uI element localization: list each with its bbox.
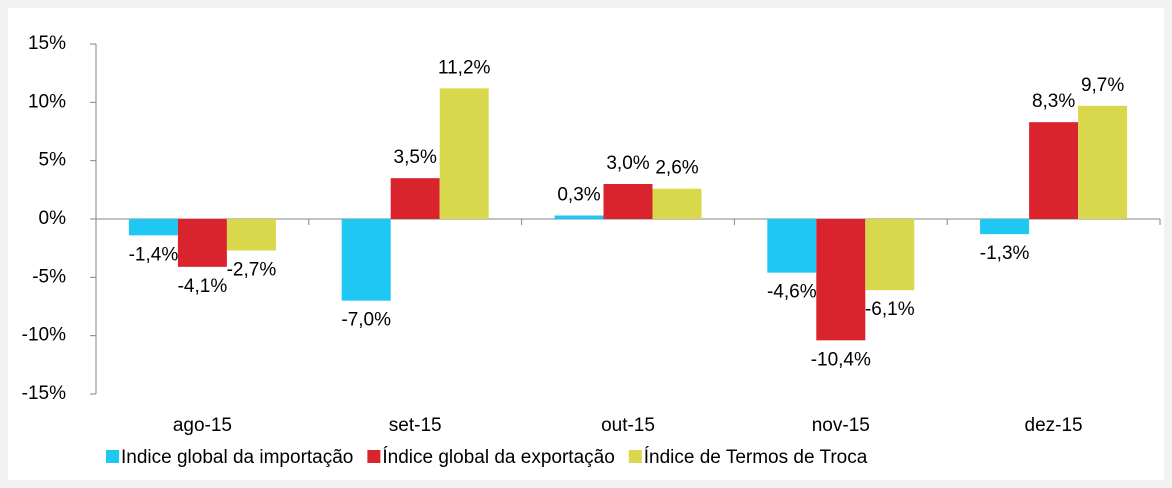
- value-label: 8,3%: [1032, 91, 1075, 112]
- value-label: -6,1%: [865, 299, 915, 320]
- bar: [603, 184, 653, 219]
- bar: [767, 219, 817, 273]
- value-label: 3,0%: [606, 153, 649, 174]
- bar: [980, 219, 1030, 235]
- x-tick-label: ago-15: [173, 415, 232, 436]
- value-label: -10,4%: [811, 349, 871, 370]
- legend-swatch: [106, 450, 119, 463]
- legend-label: Indice global da importação: [121, 447, 353, 468]
- value-label: 3,5%: [394, 147, 437, 168]
- y-tick-label: 0%: [39, 208, 67, 229]
- value-label: -1,4%: [129, 244, 179, 265]
- y-tick-label: -5%: [32, 266, 66, 287]
- value-label: -4,6%: [767, 282, 817, 303]
- bar: [226, 219, 276, 251]
- value-label: -4,1%: [178, 276, 228, 297]
- bar: [439, 88, 489, 219]
- y-tick-label: 5%: [39, 150, 67, 171]
- bar: [1078, 105, 1128, 219]
- x-tick-label: set-15: [389, 415, 442, 436]
- legend-label: Índice global da exportação: [382, 447, 614, 468]
- bar: [128, 219, 178, 236]
- y-tick-label: -15%: [22, 383, 66, 404]
- bar: [1029, 122, 1079, 219]
- bar: [341, 219, 391, 301]
- y-tick-label: -10%: [22, 325, 66, 346]
- value-label: 9,7%: [1081, 75, 1124, 96]
- legend-swatch: [367, 450, 381, 463]
- bar: [652, 188, 702, 219]
- bar: [816, 219, 866, 341]
- bar: [554, 215, 604, 219]
- legend-swatch: [628, 450, 642, 463]
- value-label: -7,0%: [341, 310, 391, 331]
- y-tick-label: 15%: [28, 33, 66, 54]
- bar: [865, 219, 915, 291]
- bar: [177, 219, 227, 267]
- legend-label: Índice de Termos de Troca: [644, 447, 868, 468]
- value-label: -2,7%: [227, 260, 277, 281]
- bar: [390, 178, 440, 219]
- value-label: -1,3%: [980, 243, 1030, 264]
- x-tick-label: dez-15: [1025, 415, 1083, 436]
- value-label: 0,3%: [557, 185, 600, 206]
- value-label: 2,6%: [655, 158, 698, 179]
- y-tick-label: 10%: [28, 91, 66, 112]
- x-tick-label: nov-15: [812, 415, 870, 436]
- x-tick-label: out-15: [601, 415, 655, 436]
- value-label: 11,2%: [438, 57, 491, 78]
